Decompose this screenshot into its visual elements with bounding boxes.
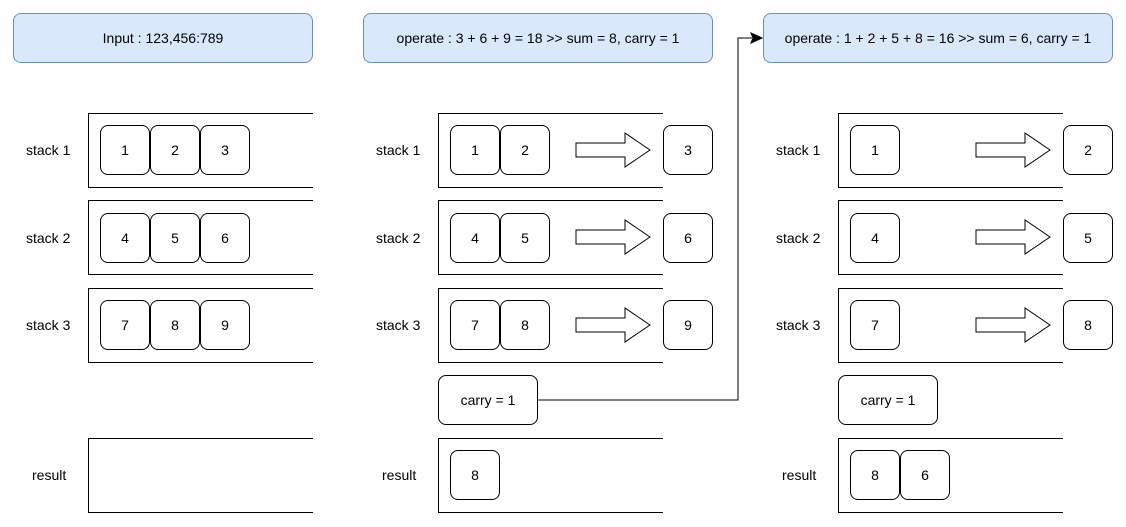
carry-connector-arrowhead [750, 32, 764, 44]
panel-2-stack-1-cell: 2 [500, 125, 550, 175]
operation-2-text: operate : 1 + 2 + 5 + 8 = 16 >> sum = 6,… [784, 30, 1092, 46]
panel-1-stack-3-cell: 8 [150, 300, 200, 350]
operation-1-text: operate : 3 + 6 + 9 = 18 >> sum = 8, car… [396, 30, 680, 46]
panel-1-stack-3-frame [88, 288, 313, 363]
panel-3-popped-cell: 8 [1063, 300, 1113, 350]
operation-1-header: operate : 3 + 6 + 9 = 18 >> sum = 8, car… [363, 13, 713, 63]
result-label: result [32, 467, 67, 483]
panel-2-stack-2-cell: 4 [450, 213, 500, 263]
panel-3-stack-2-cell: 4 [850, 213, 900, 263]
panel-2-stack-1-cell: 1 [450, 125, 500, 175]
panel-1-stack-2-cell: 4 [100, 213, 150, 263]
panel-2-stack-2-cell: 5 [500, 213, 550, 263]
panel-3-carry-box: carry = 1 [838, 375, 938, 425]
panel-2-result-frame [438, 438, 663, 513]
panel-3-popped-cell: 2 [1063, 125, 1113, 175]
stack-2-label: stack 2 [776, 230, 821, 246]
panel-3-result-frame [838, 438, 1063, 513]
operation-2-header: operate : 1 + 2 + 5 + 8 = 16 >> sum = 6,… [763, 13, 1113, 63]
panel-1-stack-1-cell: 3 [200, 125, 250, 175]
panel-2-popped-cell: 3 [663, 125, 713, 175]
panel-2-stack-3-cell: 8 [500, 300, 550, 350]
stack-2-label: stack 2 [26, 230, 71, 246]
stack-3-label: stack 3 [376, 317, 421, 333]
input-header-text: Input : 123,456:789 [102, 30, 224, 46]
panel-3-result-cell: 6 [900, 450, 950, 500]
panel-1-stack-1-cell: 1 [100, 125, 150, 175]
stack-1-label: stack 1 [376, 142, 421, 158]
panel-1-stack-2-cell: 6 [200, 213, 250, 263]
result-label: result [782, 467, 817, 483]
panel-1-stack-3-cell: 7 [100, 300, 150, 350]
panel-3-stack-2-frame [838, 200, 1063, 275]
stack-1-label: stack 1 [26, 142, 71, 158]
stack-3-label: stack 3 [776, 317, 821, 333]
panel-3-stack-3-cell: 7 [850, 300, 900, 350]
panel-2-popped-cell: 9 [663, 300, 713, 350]
panel-3-stack-3-frame [838, 288, 1063, 363]
panel-3-stack-1-cell: 1 [850, 125, 900, 175]
input-header: Input : 123,456:789 [13, 13, 313, 63]
panel-2-popped-cell: 6 [663, 213, 713, 263]
panel-1-stack-1-cell: 2 [150, 125, 200, 175]
panel-1-stack-2-frame [88, 200, 313, 275]
panel-2-carry-box: carry = 1 [438, 375, 538, 425]
panel-3-stack-1-frame [838, 113, 1063, 188]
panel-1-result-frame [88, 438, 313, 513]
panel-3-popped-cell: 5 [1063, 213, 1113, 263]
stack-2-label: stack 2 [376, 230, 421, 246]
stack-1-label: stack 1 [776, 142, 821, 158]
panel-1-stack-2-cell: 5 [150, 213, 200, 263]
panel-2-result-cell: 8 [450, 450, 500, 500]
panel-3-result-cell: 8 [850, 450, 900, 500]
stack-3-label: stack 3 [26, 317, 71, 333]
panel-1-stack-3-cell: 9 [200, 300, 250, 350]
result-label: result [382, 467, 417, 483]
panel-2-stack-3-cell: 7 [450, 300, 500, 350]
panel-1-stack-1-frame [88, 113, 313, 188]
